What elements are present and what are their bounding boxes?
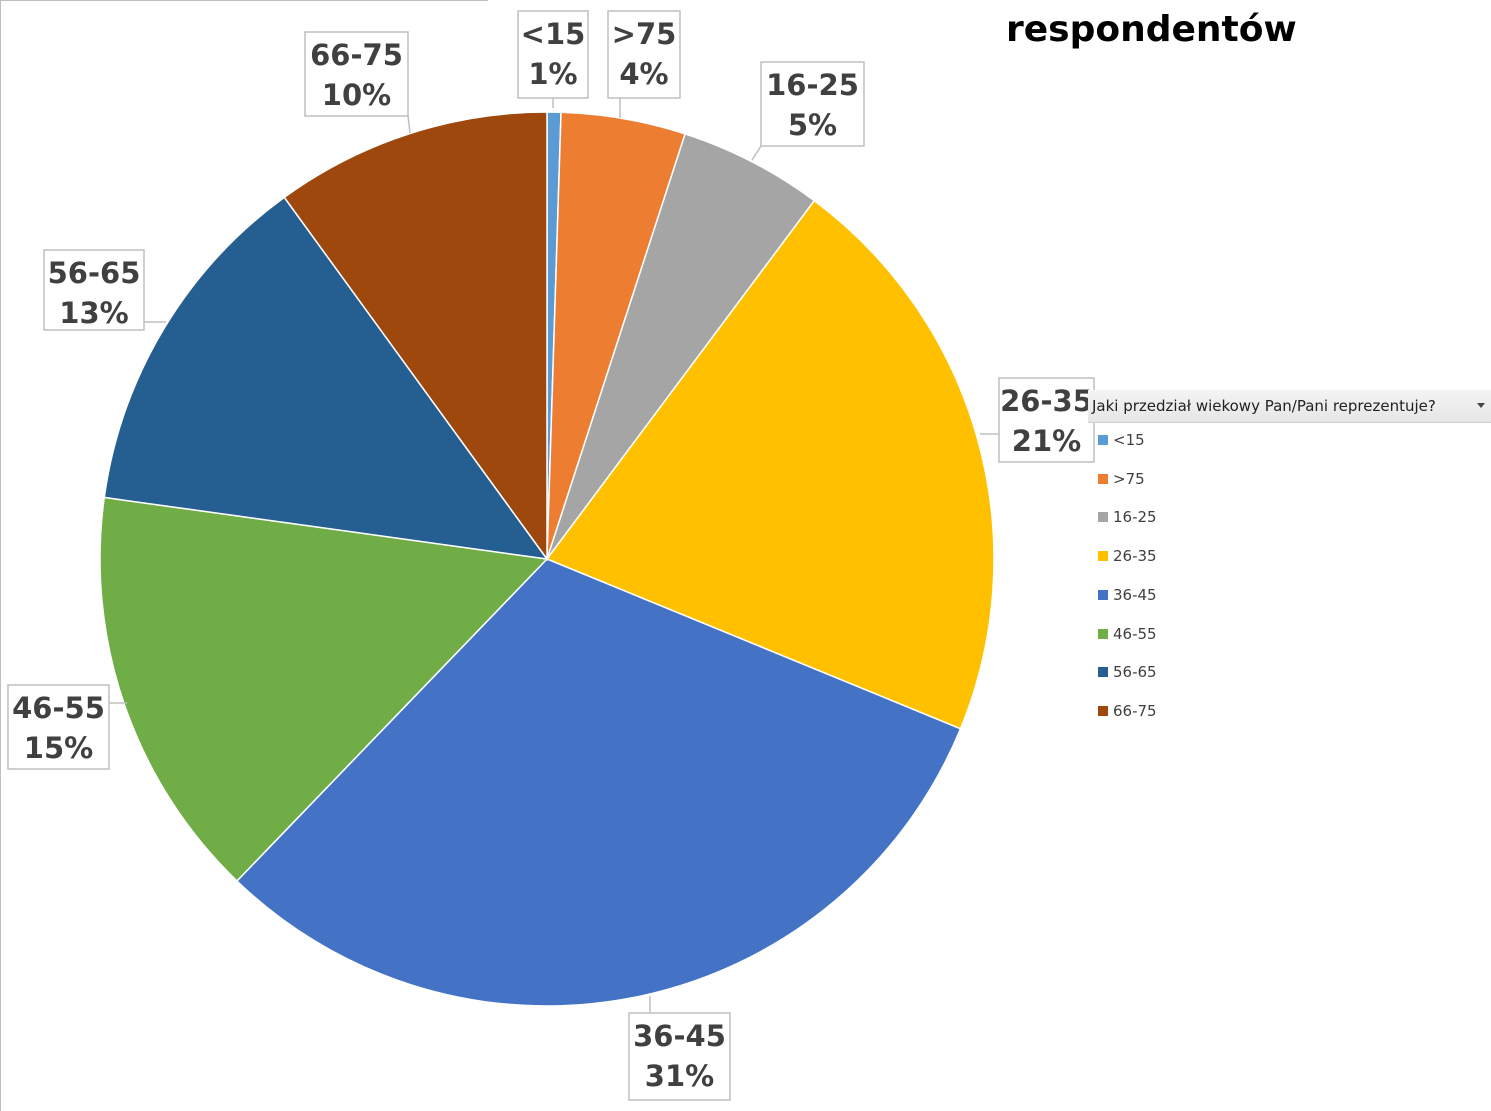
data-label-percent: 13% (59, 296, 128, 330)
legend-label: 16-25 (1113, 508, 1157, 527)
label-leader-line (407, 115, 411, 134)
legend-swatch (1098, 551, 1108, 562)
chart-border-top (0, 0, 488, 1)
chart-title: respondentów (1006, 9, 1297, 50)
legend-swatch (1098, 667, 1108, 678)
data-label-percent: 15% (24, 731, 93, 765)
legend-swatch (1098, 589, 1108, 600)
legend-label: 26-35 (1113, 547, 1157, 566)
label-leader-line (751, 145, 762, 161)
pie-slice-66-75[interactable] (283, 111, 548, 562)
legend-swatch (1098, 435, 1108, 445)
data-label-percent: 10% (322, 78, 391, 112)
data-label-category: <15 (521, 17, 586, 51)
data-label-box (628, 1012, 731, 1101)
legend-swatch (1098, 705, 1108, 716)
legend-label: >75 (1113, 469, 1145, 488)
data-label-percent: 1% (528, 57, 577, 91)
legend[interactable]: Jaki przedział wiekowy Pan/Pani reprezen… (1088, 390, 1491, 730)
data-label-category: >75 (612, 17, 677, 51)
pie-slice-46-55[interactable] (99, 496, 549, 883)
legend-label: 56-65 (1113, 663, 1157, 682)
legend-swatch (1098, 512, 1108, 523)
pie-slice-56-65[interactable] (103, 196, 549, 560)
legend-swatch (1098, 628, 1108, 639)
data-label-percent: 4% (619, 57, 668, 91)
data-label-category: 26-35 (1000, 384, 1093, 418)
data-label-category: 66-75 (310, 38, 403, 72)
data-label-category: 56-65 (48, 256, 141, 290)
chart-border (0, 0, 1, 1111)
legend-label: 46-55 (1113, 624, 1157, 643)
data-label-percent: 31% (645, 1059, 714, 1093)
pie-slices (99, 111, 995, 1007)
legend-swatch (1098, 473, 1108, 484)
pie-slice-26-35[interactable] (545, 199, 995, 730)
data-label-box (760, 61, 865, 147)
label-leaders (109, 98, 999, 1013)
data-label-box (7, 684, 110, 770)
legend-title: Jaki przedział wiekowy Pan/Pani reprezen… (1092, 397, 1436, 415)
legend-label: <15 (1113, 431, 1145, 449)
data-label-percent: 5% (788, 108, 837, 142)
data-label-box (43, 249, 145, 331)
data-label-percent: 21% (1012, 424, 1081, 458)
data-label-category: 36-45 (633, 1019, 726, 1053)
data-label-box (607, 10, 681, 99)
pie-slice-16-25[interactable] (546, 132, 816, 560)
data-label-box (998, 377, 1095, 463)
legend-label: 66-75 (1113, 701, 1157, 720)
data-label-category: 16-25 (766, 68, 859, 102)
data-labels: <15 1% >75 4% 16-25 5% 26-35 21% 36-45 31% 46-55 15… (7, 10, 1095, 1101)
pie-slice-36-45[interactable] (235, 558, 962, 1007)
data-label-box (304, 31, 409, 117)
legend-filter-header[interactable]: Jaki przedział wiekowy Pan/Pani reprezen… (1088, 390, 1491, 423)
legend-label: 36-45 (1113, 585, 1157, 604)
data-label-category: 46-55 (12, 691, 105, 725)
filter-dropdown-icon[interactable] (1477, 403, 1485, 408)
data-label-box (517, 10, 589, 99)
